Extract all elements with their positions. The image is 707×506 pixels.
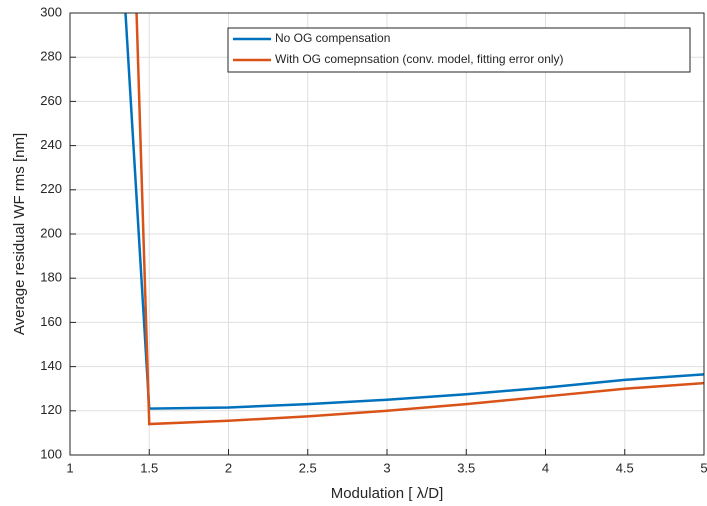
y-tick-label: 280 — [40, 49, 62, 64]
legend-box — [227, 27, 691, 73]
legend-label: No OG compensation — [275, 31, 390, 45]
y-tick-label: 300 — [40, 4, 62, 19]
legend-label: With OG comepnsation (conv. model, fitti… — [275, 52, 564, 66]
series-line — [135, 13, 704, 426]
y-tick-label: 260 — [40, 93, 62, 108]
y-tick-label: 100 — [40, 446, 62, 461]
x-tick-label: 4 — [542, 460, 549, 475]
y-tick-label: 220 — [40, 181, 62, 196]
ticks: 100 120 140 160 180 200 220 240 260 280 300 1 1.5 2 2.… — [40, 4, 707, 475]
x-tick-label: 3.5 — [457, 460, 475, 475]
y-tick-label: 240 — [40, 137, 62, 152]
y-tick-label: 200 — [40, 225, 62, 240]
y-axis-label: Average residual WF rms [nm] — [11, 133, 28, 335]
x-tick-label: 3 — [383, 460, 390, 475]
series-line — [124, 13, 704, 410]
lines — [124, 13, 704, 426]
x-tick-label: 2.5 — [299, 460, 317, 475]
y-tick-label: 180 — [40, 270, 62, 285]
y-tick-label: 120 — [40, 402, 62, 417]
x-tick-label: 4.5 — [616, 460, 634, 475]
x-tick-label: 1.5 — [140, 460, 158, 475]
x-axis-label: Modulation [ λ/D] — [331, 485, 444, 502]
legend: No OG compensation With OG comepnsation (… — [227, 27, 691, 73]
x-tick-label: 1 — [66, 460, 73, 475]
x-tick-label: 5 — [700, 460, 707, 475]
y-tick-label: 140 — [40, 358, 62, 373]
x-tick-label: 2 — [225, 460, 232, 475]
y-tick-label: 160 — [40, 314, 62, 329]
